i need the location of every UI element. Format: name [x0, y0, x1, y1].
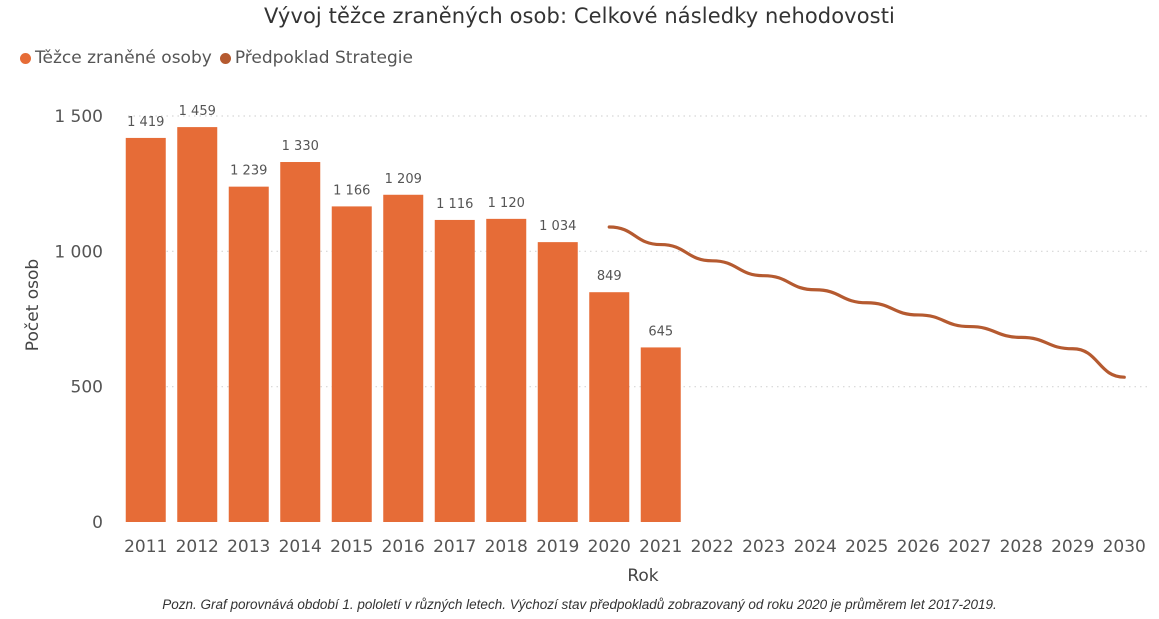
bar-data-label: 1 330 — [282, 139, 319, 154]
bar — [537, 242, 578, 522]
x-tick-label: 2018 — [485, 537, 528, 557]
x-axis-title: Rok — [627, 566, 658, 586]
y-axis-title: Počet osob — [23, 259, 43, 351]
x-tick-label: 2029 — [1051, 537, 1094, 557]
forecast-line — [607, 225, 1126, 379]
legend-marker-bars — [20, 52, 31, 64]
bar-data-label: 1 459 — [179, 104, 216, 119]
x-tick-label: 2023 — [742, 537, 785, 557]
x-tick-label: 2027 — [948, 537, 991, 557]
legend-item-forecast[interactable]: Předpoklad Strategie — [219, 48, 413, 68]
bar — [486, 218, 527, 522]
y-tick-label: 0 — [92, 513, 103, 533]
chart-legend: Těžce zraněné osoby Předpoklad Strategie — [20, 48, 421, 68]
bar-data-label: 849 — [597, 269, 622, 284]
legend-label-bars: Těžce zraněné osoby — [35, 48, 212, 68]
x-tick-label: 2015 — [330, 537, 373, 557]
chart-caption: Pozn. Graf porovnává období 1. pololetí … — [162, 597, 997, 612]
legend-item-bars[interactable]: Těžce zraněné osoby — [20, 48, 212, 68]
x-tick-label: 2020 — [588, 537, 631, 557]
chart-plot-area: 0 500 1 000 1 500 Počet osob 1 419 1 459 1 239 1… — [23, 104, 1150, 586]
bar — [228, 186, 269, 523]
x-tick-label: 2030 — [1103, 537, 1146, 557]
y-tick-label: 500 — [71, 378, 103, 398]
bar — [434, 219, 475, 522]
bar — [280, 162, 321, 522]
x-tick-label: 2012 — [176, 537, 219, 557]
bar-data-label: 1 166 — [333, 183, 370, 198]
x-tick-label: 2028 — [1000, 537, 1043, 557]
legend-marker-forecast — [219, 52, 231, 64]
bar — [125, 137, 166, 522]
chart-title: Vývoj těžce zraněných osob: Celkové násl… — [264, 4, 895, 28]
x-tick-label: 2016 — [382, 537, 425, 557]
x-tick-label: 2026 — [897, 537, 940, 557]
legend-label-forecast: Předpoklad Strategie — [234, 48, 413, 68]
bar — [640, 347, 681, 522]
bar-data-label: 1 239 — [230, 164, 267, 179]
bar — [177, 127, 218, 522]
bar-data-label: 1 034 — [539, 219, 576, 234]
x-tick-label: 2025 — [845, 537, 888, 557]
x-tick-label: 2019 — [536, 537, 579, 557]
bar-data-label: 1 209 — [385, 172, 422, 187]
y-tick-label: 1 500 — [54, 107, 103, 127]
x-tick-label: 2014 — [279, 537, 322, 557]
bar-data-label: 645 — [648, 324, 673, 339]
bar — [589, 292, 630, 522]
x-tick-label: 2013 — [227, 537, 270, 557]
x-tick-label: 2022 — [691, 537, 734, 557]
bar — [331, 206, 372, 523]
bar-data-label: 1 120 — [488, 196, 525, 211]
x-tick-label: 2024 — [794, 537, 837, 557]
bar-data-label: 1 116 — [436, 197, 473, 212]
x-tick-label: 2011 — [124, 537, 167, 557]
bar-data-label: 1 419 — [127, 115, 164, 130]
y-tick-label: 1 000 — [54, 242, 103, 262]
x-tick-label: 2021 — [639, 537, 682, 557]
bar — [383, 194, 424, 523]
x-tick-label: 2017 — [433, 537, 476, 557]
